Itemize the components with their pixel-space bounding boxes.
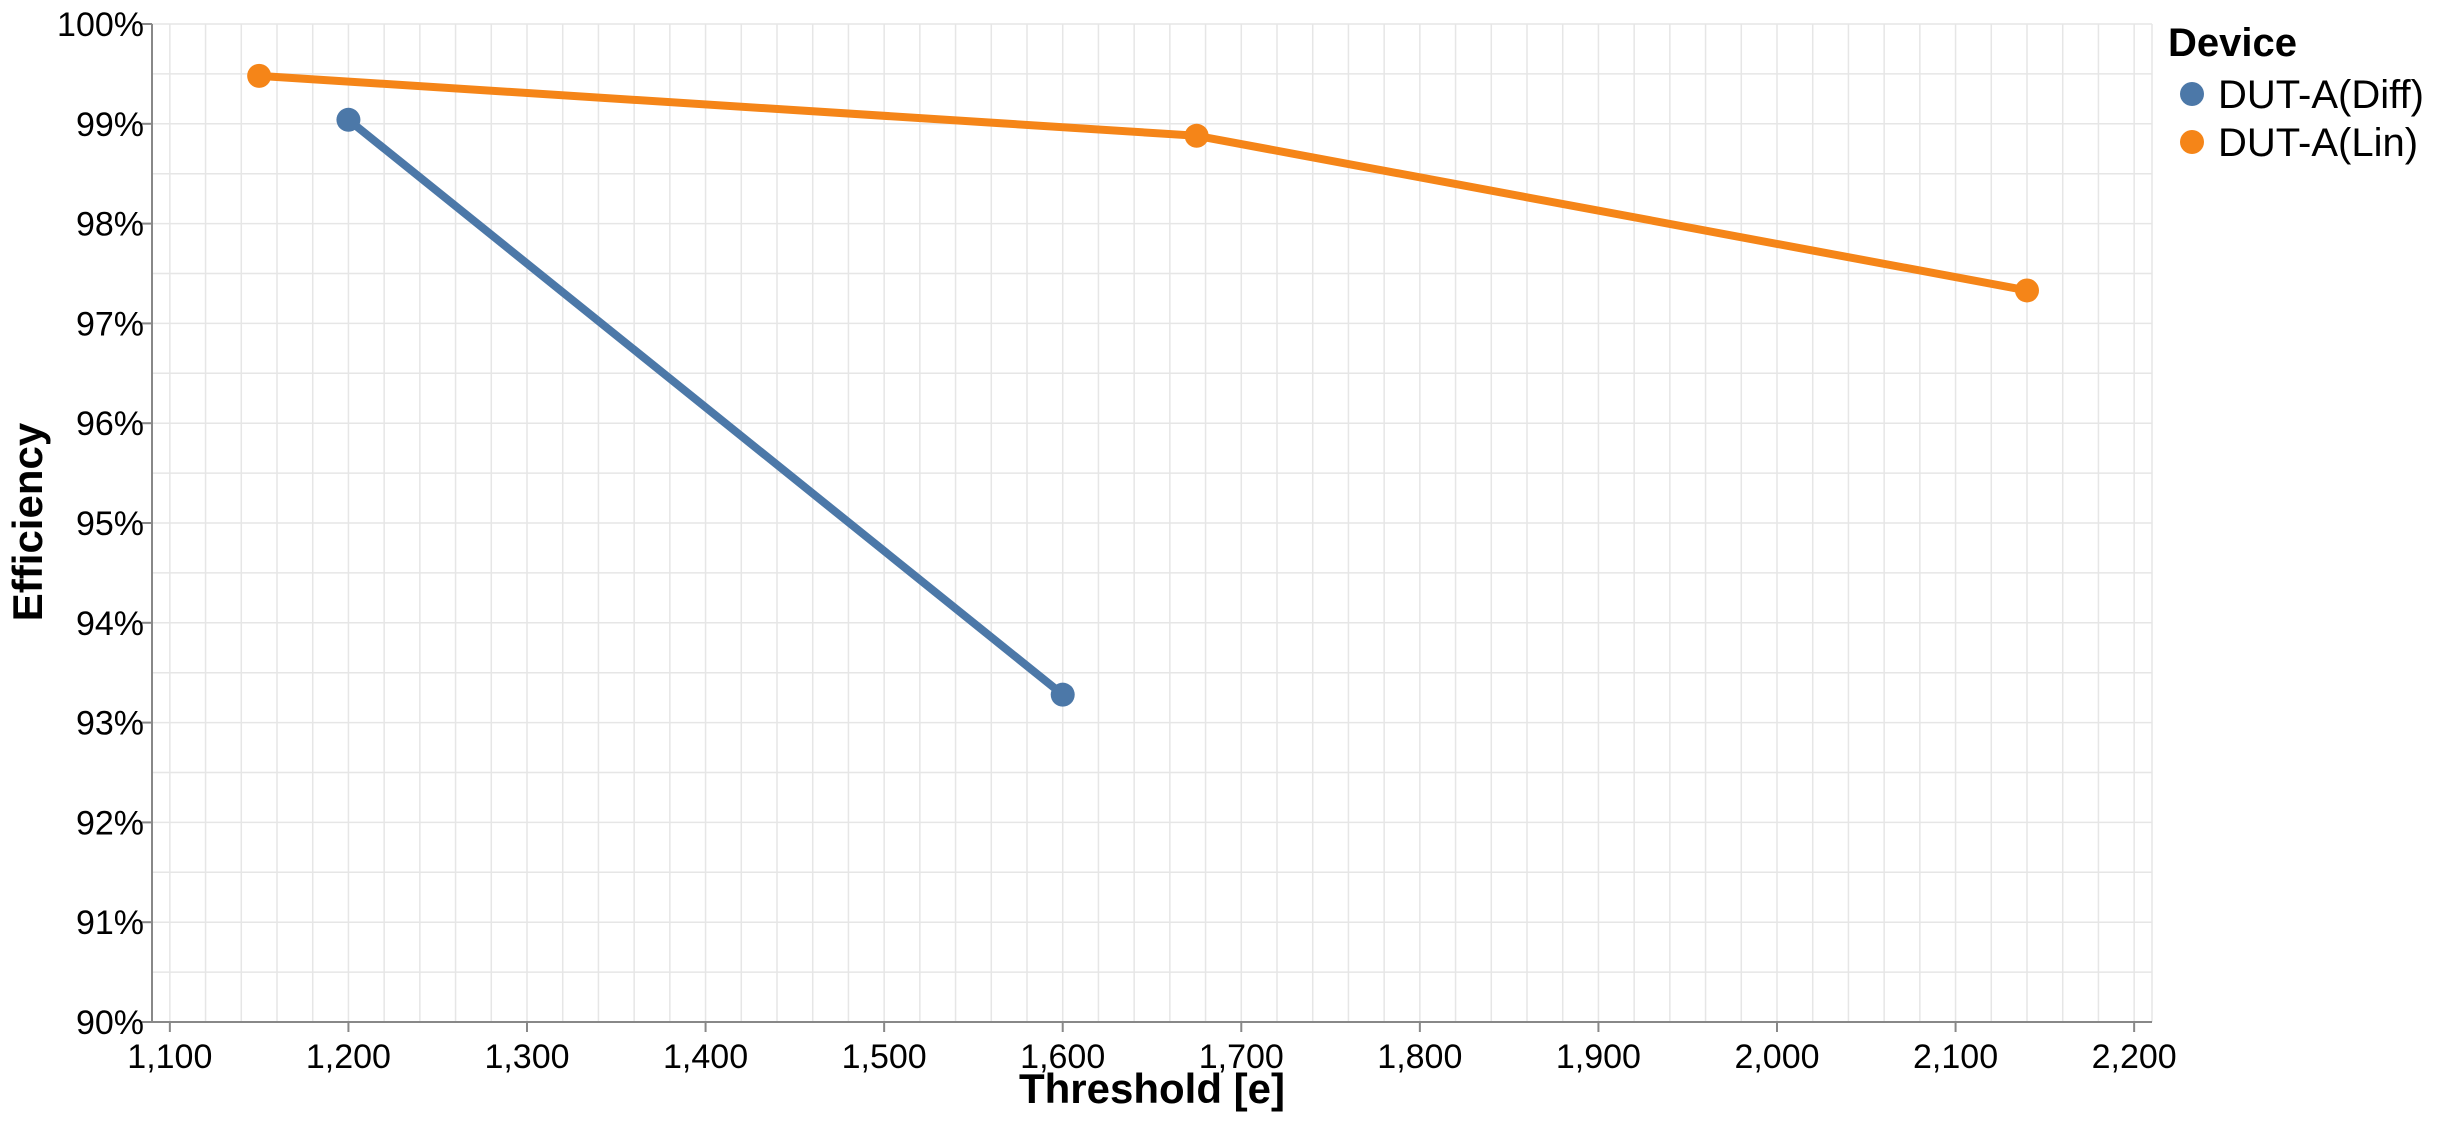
y-tick-label: 100% bbox=[57, 6, 144, 44]
legend-label: DUT-A(Diff) bbox=[2218, 73, 2424, 117]
x-axis-title: Threshold [e] bbox=[1019, 1065, 1285, 1112]
y-tick-label: 95% bbox=[76, 505, 144, 543]
y-tick-label: 98% bbox=[76, 206, 144, 244]
series-line-dut-a-diff bbox=[344, 115, 1067, 699]
legend-symbol bbox=[2180, 82, 2204, 106]
y-tick-label: 92% bbox=[76, 804, 144, 842]
y-tick-label: 99% bbox=[76, 106, 144, 144]
legend-item-dut-a-lin[interactable]: DUT-A(Lin) bbox=[2180, 121, 2418, 165]
data-point-dut-a-diff[interactable] bbox=[1050, 682, 1075, 707]
x-tick-label: 1,400 bbox=[663, 1038, 748, 1076]
x-tick-label: 1,300 bbox=[484, 1038, 569, 1076]
data-point-dut-a-diff[interactable] bbox=[336, 107, 361, 132]
y-axis-title: Efficiency bbox=[4, 422, 51, 621]
x-tick-label: 2,200 bbox=[2092, 1038, 2177, 1076]
x-tick-label: 1,700 bbox=[1199, 1038, 1284, 1076]
x-tick-label: 2,100 bbox=[1913, 1038, 1998, 1076]
x-tick-label: 1,800 bbox=[1377, 1038, 1462, 1076]
axes: 1,100 1,200 1,300 1,400 1,500 1,600 1,700 1,800… bbox=[57, 6, 2177, 1076]
grid bbox=[152, 23, 2153, 1023]
legend-items: DUT-A(Diff)DUT-A(Lin) bbox=[2180, 73, 2424, 165]
legend-label: DUT-A(Lin) bbox=[2218, 121, 2418, 165]
series-layer bbox=[247, 63, 2039, 707]
y-tick-label: 90% bbox=[76, 1004, 144, 1042]
x-tick-label: 2,000 bbox=[1734, 1038, 1819, 1076]
y-tick-label: 96% bbox=[76, 405, 144, 443]
data-point-dut-a-lin[interactable] bbox=[247, 63, 272, 88]
legend: Device DUT-A(Diff)DUT-A(Lin) bbox=[2168, 21, 2424, 165]
x-tick-label: 1,600 bbox=[1020, 1038, 1105, 1076]
y-tick-label: 97% bbox=[76, 305, 144, 343]
x-tick-label: 1,900 bbox=[1556, 1038, 1641, 1076]
legend-symbol bbox=[2180, 130, 2204, 154]
data-point-dut-a-lin[interactable] bbox=[2015, 278, 2039, 303]
data-point-dut-a-lin[interactable] bbox=[1184, 123, 1209, 148]
y-tick-label: 94% bbox=[76, 605, 144, 643]
legend-title: Device bbox=[2168, 21, 2297, 65]
series-dut-a-diff bbox=[336, 107, 1075, 707]
x-tick-label: 1,100 bbox=[127, 1038, 212, 1076]
series-dut-a-lin bbox=[247, 63, 2039, 303]
x-tick-label: 1,200 bbox=[306, 1038, 391, 1076]
x-tick-label: 1,500 bbox=[842, 1038, 927, 1076]
y-tick-label: 93% bbox=[76, 705, 144, 743]
legend-item-dut-a-diff[interactable]: DUT-A(Diff) bbox=[2180, 73, 2424, 117]
y-tick-label: 91% bbox=[76, 904, 144, 942]
